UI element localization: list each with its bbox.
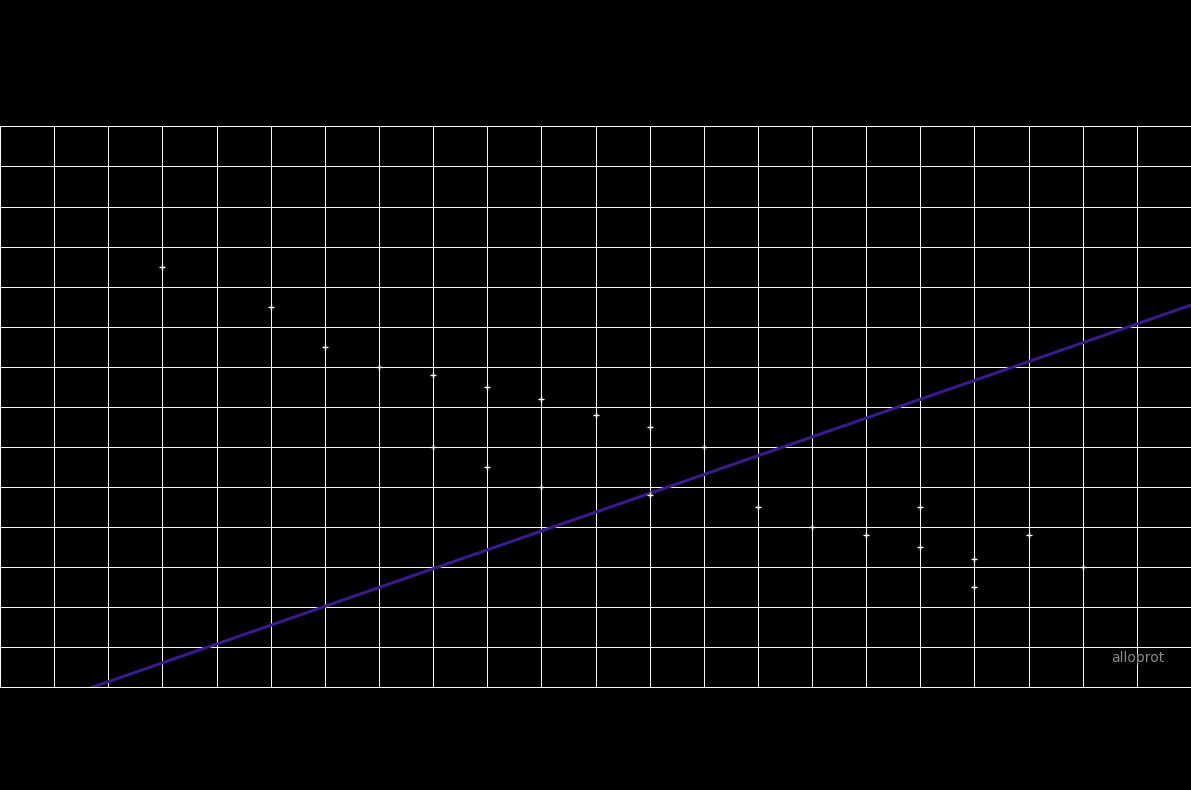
Point [316,340,335,353]
Point [424,441,443,453]
Point [369,360,388,373]
Point [640,489,659,502]
Point [911,501,930,514]
Point [640,420,659,433]
Point [911,540,930,553]
Point [1073,561,1092,574]
Point [586,408,605,421]
Point [856,529,875,541]
Point [965,553,984,566]
Point [261,300,280,313]
Point [532,480,551,493]
Point [803,521,822,533]
Point [1019,529,1039,541]
Point [965,581,984,593]
Point [152,261,172,273]
Point [478,381,497,393]
Point [478,461,497,473]
Point [694,441,713,453]
Text: alloprot: alloprot [1111,651,1165,665]
Point [532,393,551,405]
Point [424,368,443,381]
Point [748,501,767,514]
